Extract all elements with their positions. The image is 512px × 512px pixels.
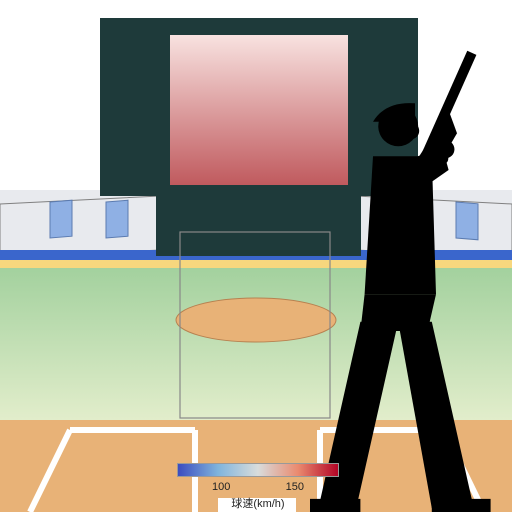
stand-panel bbox=[50, 200, 72, 238]
legend-tick: 150 bbox=[286, 481, 304, 493]
stage-svg bbox=[0, 0, 512, 512]
scoreboard-panel bbox=[170, 35, 348, 185]
legend-ticks: 100 150 bbox=[178, 481, 338, 495]
speed-legend: 100 150 球速(km/h) bbox=[178, 463, 338, 511]
stand-panel bbox=[106, 200, 128, 238]
outfield-wall bbox=[0, 260, 512, 268]
stand-panel bbox=[456, 202, 478, 240]
legend-axis-label: 球速(km/h) bbox=[178, 495, 338, 511]
scene-root: 100 150 球速(km/h) bbox=[0, 0, 512, 512]
speed-colorbar bbox=[178, 464, 338, 476]
pitchers-mound bbox=[176, 298, 336, 342]
legend-tick: 100 bbox=[212, 481, 230, 493]
